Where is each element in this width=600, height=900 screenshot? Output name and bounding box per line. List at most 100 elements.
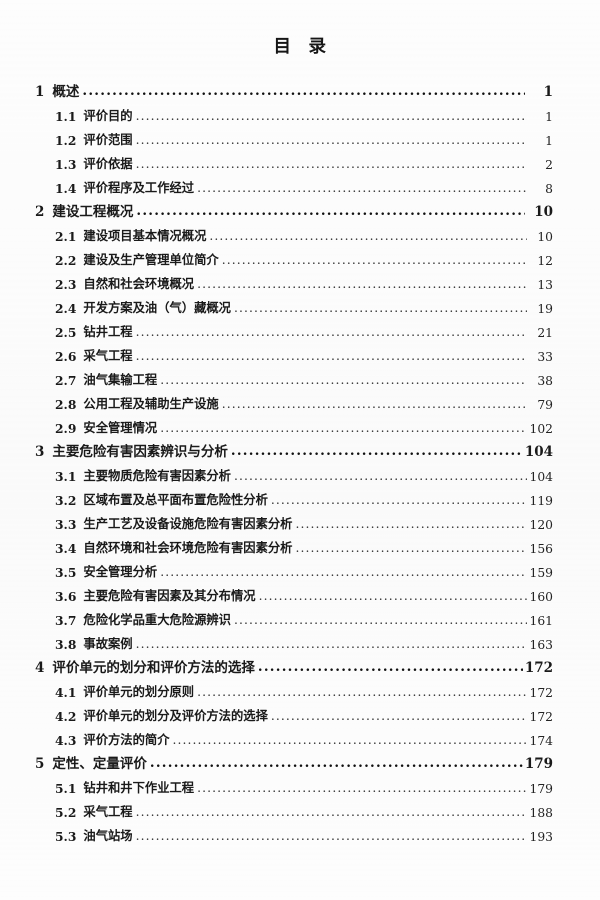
toc-entry[interactable]: 1 概述 1 bbox=[35, 76, 553, 100]
toc-entry-number: 2.4 bbox=[55, 301, 77, 316]
toc-entry[interactable]: 3.5 安全管理分析 159 bbox=[55, 556, 553, 580]
toc-entry[interactable]: 3.8 事故案例 163 bbox=[55, 628, 553, 652]
toc-entry[interactable]: 5 定性、定量评价 179 bbox=[35, 748, 553, 772]
toc-leader-dots bbox=[231, 447, 523, 461]
toc-leader-dots bbox=[150, 759, 523, 773]
toc-leader-dots bbox=[234, 304, 527, 316]
toc-leader-dots bbox=[160, 376, 527, 388]
toc-entry[interactable]: 3.6 主要危险有害因素及其分布情况 160 bbox=[55, 580, 553, 604]
toc-entry-page-number: 120 bbox=[529, 518, 553, 532]
toc-entry-number: 3.1 bbox=[55, 469, 77, 484]
toc-entry[interactable]: 3.1 主要物质危险有害因素分析 104 bbox=[55, 460, 553, 484]
toc-entry-page-number: 161 bbox=[529, 614, 553, 628]
page-title-char-2: 录 bbox=[308, 37, 327, 57]
toc-entry-number: 1.4 bbox=[55, 181, 77, 196]
toc-leader-dots bbox=[197, 280, 527, 292]
toc-entry[interactable]: 2.9 安全管理情况 102 bbox=[55, 412, 553, 436]
toc-entry-number: 4.1 bbox=[55, 685, 77, 700]
toc-leader-dots bbox=[160, 424, 527, 436]
table-of-contents: 1 概述 1 1.1 评价目的 1 1.2 评价范围 1 1.3 评价依据 2 1.4 评价程序及工作经过… bbox=[0, 76, 600, 844]
toc-entry[interactable]: 2.4 开发方案及油（气）藏概况 19 bbox=[55, 292, 553, 316]
toc-leader-dots bbox=[136, 136, 527, 148]
toc-entry[interactable]: 2 建设工程概况 10 bbox=[35, 196, 553, 220]
toc-entry[interactable]: 1.1 评价目的 1 bbox=[55, 100, 553, 124]
toc-entry-page-number: 193 bbox=[529, 830, 553, 844]
toc-entry-title: 评价目的 bbox=[83, 108, 133, 123]
toc-entry-title: 区域布置及总平面布置危险性分析 bbox=[83, 492, 268, 507]
toc-entry-number: 5.3 bbox=[55, 829, 77, 844]
toc-entry[interactable]: 2.8 公用工程及辅助生产设施 79 bbox=[55, 388, 553, 412]
toc-entry[interactable]: 5.2 采气工程 188 bbox=[55, 796, 553, 820]
toc-entry-number: 5 bbox=[35, 756, 45, 772]
toc-entry-title: 自然环境和社会环境危险有害因素分析 bbox=[83, 540, 293, 555]
toc-entry-title: 危险化学品重大危险源辨识 bbox=[83, 612, 231, 627]
toc-entry[interactable]: 2.1 建设项目基本情况概况 10 bbox=[55, 220, 553, 244]
toc-entry-page-number: 8 bbox=[545, 182, 553, 196]
toc-leader-dots bbox=[197, 784, 527, 796]
toc-leader-dots bbox=[222, 400, 527, 412]
toc-entry-number: 3.4 bbox=[55, 541, 77, 556]
toc-entry-number: 1.3 bbox=[55, 157, 77, 172]
toc-entry-page-number: 2 bbox=[545, 158, 553, 172]
toc-entry[interactable]: 5.3 油气站场 193 bbox=[55, 820, 553, 844]
toc-entry-number: 2.5 bbox=[55, 325, 77, 340]
toc-entry-number: 4.2 bbox=[55, 709, 77, 724]
toc-entry-title: 安全管理分析 bbox=[83, 564, 158, 579]
toc-entry-number: 3.5 bbox=[55, 565, 77, 580]
toc-entry[interactable]: 2.5 钻井工程 21 bbox=[55, 316, 553, 340]
toc-entry-number: 4 bbox=[35, 660, 45, 676]
toc-entry-page-number: 10 bbox=[534, 204, 553, 220]
toc-leader-dots bbox=[136, 640, 527, 652]
toc-entry[interactable]: 5.1 钻井和井下作业工程 179 bbox=[55, 772, 553, 796]
toc-leader-dots bbox=[258, 663, 523, 677]
toc-entry[interactable]: 2.6 采气工程 33 bbox=[55, 340, 553, 364]
toc-entry[interactable]: 3 主要危险有害因素辨识与分析 104 bbox=[35, 436, 553, 460]
toc-entry-title: 主要危险有害因素辨识与分析 bbox=[52, 444, 228, 460]
toc-entry[interactable]: 4 评价单元的划分和评价方法的选择 172 bbox=[35, 652, 553, 676]
toc-entry[interactable]: 2.2 建设及生产管理单位简介 12 bbox=[55, 244, 553, 268]
toc-entry-title: 定性、定量评价 bbox=[52, 756, 147, 772]
toc-entry-page-number: 1 bbox=[545, 134, 553, 148]
toc-entry-title: 评价范围 bbox=[83, 132, 133, 147]
toc-entry-title: 安全管理情况 bbox=[83, 420, 158, 435]
toc-entry-page-number: 188 bbox=[529, 806, 553, 820]
toc-entry-title: 主要危险有害因素及其分布情况 bbox=[83, 588, 256, 603]
toc-entry-page-number: 172 bbox=[529, 686, 553, 700]
toc-entry-page-number: 104 bbox=[529, 470, 553, 484]
toc-entry-title: 油气站场 bbox=[83, 828, 133, 843]
toc-entry-page-number: 102 bbox=[529, 422, 553, 436]
toc-entry-page-number: 13 bbox=[537, 278, 553, 292]
toc-entry-page-number: 172 bbox=[529, 710, 553, 724]
toc-entry-page-number: 19 bbox=[537, 302, 553, 316]
toc-entry-page-number: 156 bbox=[529, 542, 553, 556]
toc-entry-number: 2.1 bbox=[55, 229, 77, 244]
toc-entry[interactable]: 3.7 危险化学品重大危险源辨识 161 bbox=[55, 604, 553, 628]
page-title: 目录 bbox=[0, 0, 600, 58]
toc-leader-dots bbox=[271, 496, 527, 508]
toc-entry[interactable]: 3.2 区域布置及总平面布置危险性分析 119 bbox=[55, 484, 553, 508]
toc-entry-title: 主要物质危险有害因素分析 bbox=[83, 468, 231, 483]
toc-entry-number: 3.3 bbox=[55, 517, 77, 532]
toc-entry[interactable]: 3.3 生产工艺及设备设施危险有害因素分析 120 bbox=[55, 508, 553, 532]
toc-entry[interactable]: 1.2 评价范围 1 bbox=[55, 124, 553, 148]
toc-entry[interactable]: 3.4 自然环境和社会环境危险有害因素分析 156 bbox=[55, 532, 553, 556]
toc-leader-dots bbox=[271, 712, 527, 724]
toc-entry-number: 1.2 bbox=[55, 133, 77, 148]
toc-entry-number: 3.2 bbox=[55, 493, 77, 508]
toc-entry-page-number: 38 bbox=[537, 374, 553, 388]
toc-entry[interactable]: 2.3 自然和社会环境概况 13 bbox=[55, 268, 553, 292]
toc-leader-dots bbox=[222, 256, 527, 268]
toc-entry-number: 2.3 bbox=[55, 277, 77, 292]
toc-entry[interactable]: 2.7 油气集输工程 38 bbox=[55, 364, 553, 388]
toc-entry[interactable]: 4.3 评价方法的简介 174 bbox=[55, 724, 553, 748]
toc-leader-dots bbox=[136, 328, 527, 340]
toc-entry[interactable]: 4.2 评价单元的划分及评价方法的选择 172 bbox=[55, 700, 553, 724]
toc-entry-page-number: 160 bbox=[529, 590, 553, 604]
toc-entry[interactable]: 1.4 评价程序及工作经过 8 bbox=[55, 172, 553, 196]
toc-entry[interactable]: 1.3 评价依据 2 bbox=[55, 148, 553, 172]
toc-entry-page-number: 172 bbox=[524, 660, 553, 676]
toc-entry[interactable]: 4.1 评价单元的划分原则 172 bbox=[55, 676, 553, 700]
toc-leader-dots bbox=[136, 112, 527, 124]
toc-leader-dots bbox=[136, 832, 527, 844]
